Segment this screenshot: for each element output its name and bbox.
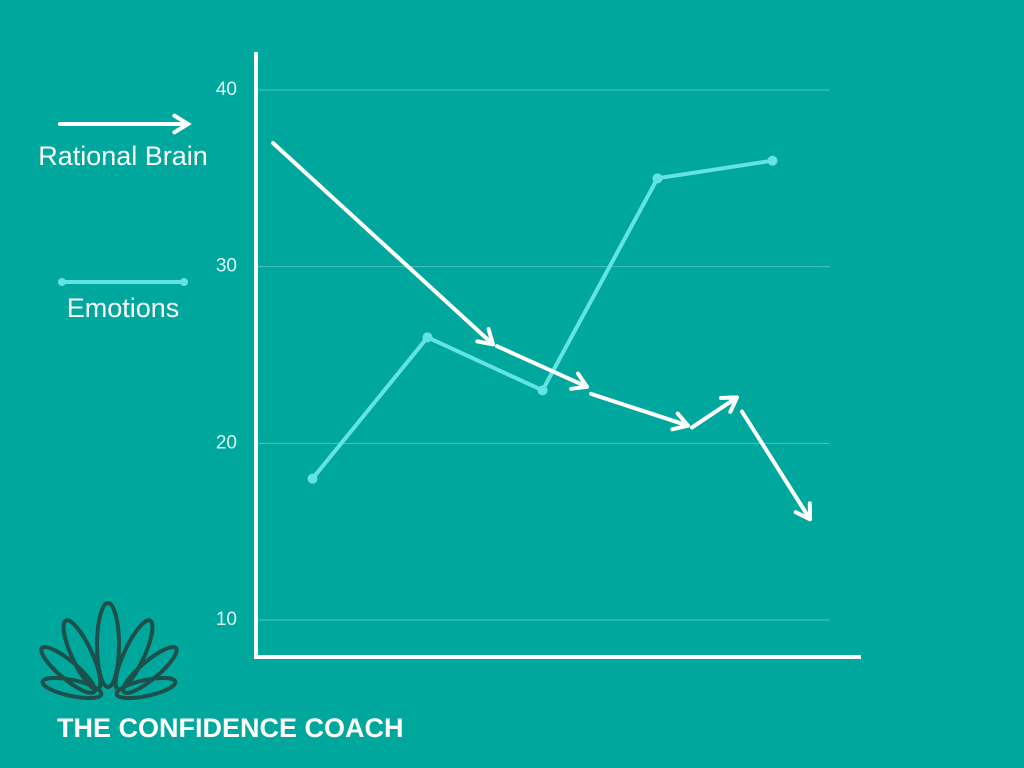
emotions-point <box>537 385 548 396</box>
legend-dot <box>180 278 188 286</box>
legend-arrow <box>58 113 192 135</box>
rational-arrow <box>271 141 495 347</box>
legend-label: Emotions <box>67 293 180 323</box>
logo <box>39 601 179 701</box>
rational-arrow <box>495 344 589 391</box>
y-tick-label: 20 <box>216 432 237 453</box>
emotions-line <box>310 158 773 480</box>
emotions-point <box>307 473 318 484</box>
rational-arrow <box>690 395 739 430</box>
emotions-point <box>422 332 433 343</box>
legend-dot <box>58 278 66 286</box>
brand-name: THE CONFIDENCE COACH <box>57 713 404 743</box>
rational-arrow <box>740 409 812 522</box>
y-tick-label: 40 <box>216 79 237 100</box>
y-tick-label: 30 <box>216 256 237 277</box>
emotions-point <box>767 155 778 166</box>
y-tick-label: 10 <box>216 609 237 630</box>
rational-arrow <box>589 391 690 432</box>
legend-label: Rational Brain <box>38 141 208 171</box>
emotions-point <box>652 173 663 184</box>
